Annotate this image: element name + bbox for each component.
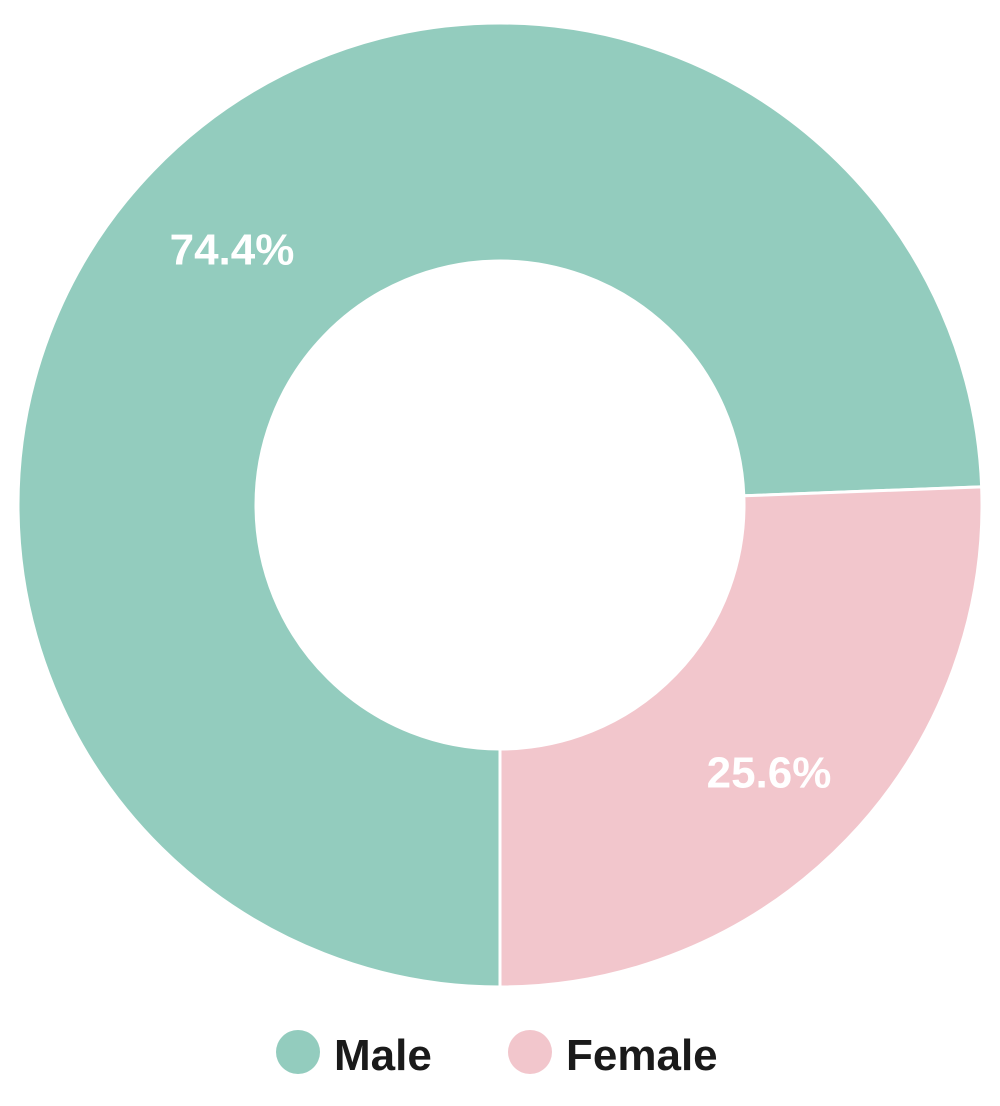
slice-label-male: 74.4% [170,226,295,275]
slice-labels: 74.4% 25.6% [170,226,832,798]
legend: Male Female [276,1030,718,1080]
slice-label-female: 25.6% [707,749,832,798]
slice-female [498,485,984,989]
legend-swatch-male [276,1030,320,1074]
legend-label-female: Female [566,1031,718,1080]
donut-slices [16,21,984,989]
slice-male [16,21,984,989]
legend-label-male: Male [334,1031,432,1080]
legend-swatch-female [508,1030,552,1074]
